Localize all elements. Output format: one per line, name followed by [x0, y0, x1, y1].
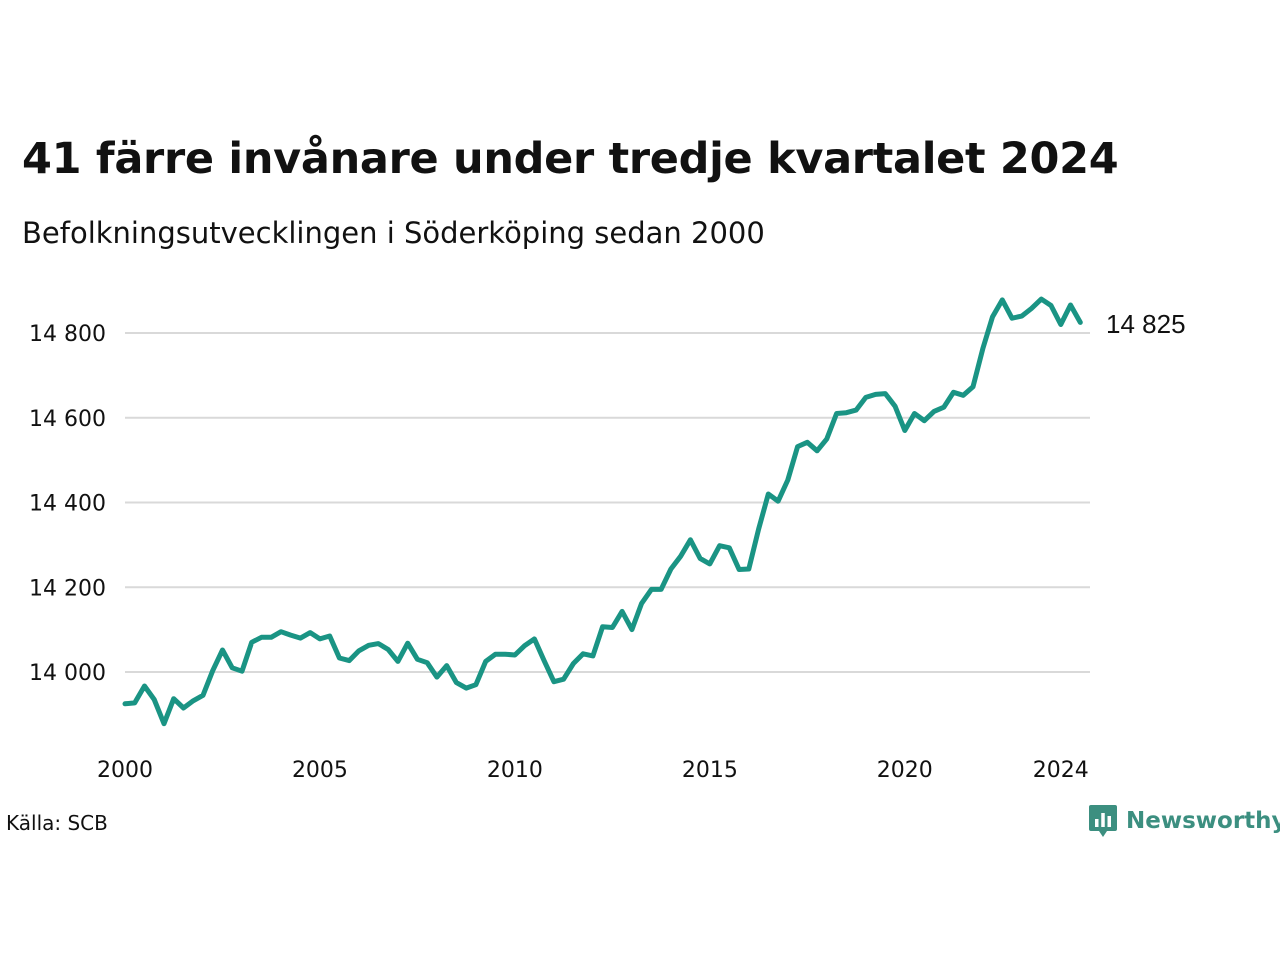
x-tick-label: 2005: [292, 758, 348, 783]
y-tick-label: 14 000: [29, 661, 106, 686]
x-axis-tick-labels: 2000 2005 2010 2015 2020 2024: [97, 758, 1089, 783]
x-tick-label: 2024: [1033, 758, 1089, 783]
chart-subtitle: Befolkningsutvecklingen i Söderköping se…: [22, 216, 765, 250]
y-tick-label: 14 200: [29, 576, 106, 601]
x-tick-label: 2015: [682, 758, 738, 783]
bar-chart-badge-icon: [1089, 805, 1117, 837]
y-tick-label: 14 400: [29, 492, 106, 517]
x-tick-label: 2020: [877, 758, 933, 783]
source-note: Källa: SCB: [6, 811, 108, 835]
y-tick-label: 14 800: [29, 322, 106, 347]
x-tick-label: 2000: [97, 758, 153, 783]
chart-title: 41 färre invånare under tredje kvartalet…: [22, 134, 1119, 184]
brand-name: Newsworthy: [1126, 808, 1280, 834]
series-line: [122, 296, 1083, 727]
end-value-label: 14 825: [1106, 309, 1186, 339]
y-tick-label: 14 600: [29, 407, 106, 432]
x-tick-label: 2010: [487, 758, 543, 783]
series-layer: [122, 296, 1083, 727]
brand-logo: Newsworthy: [1088, 804, 1280, 838]
gridlines: [125, 332, 1090, 673]
y-axis-tick-labels: 14 000 14 200 14 400 14 600 14 800: [29, 322, 106, 686]
